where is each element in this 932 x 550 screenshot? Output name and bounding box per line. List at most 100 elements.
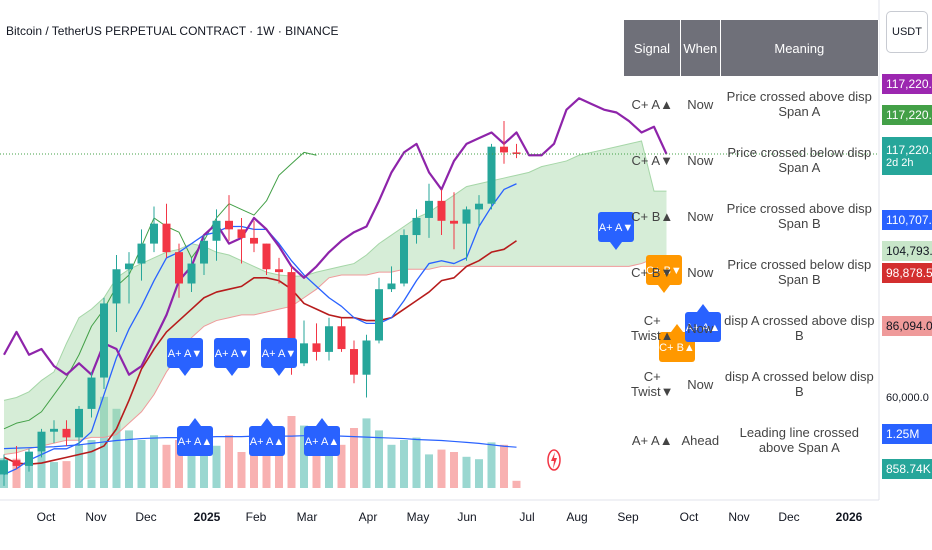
price-label-text: 858.74K	[886, 462, 931, 476]
candle-body	[437, 200, 446, 221]
marker-box	[214, 338, 250, 368]
table-cell: C+ Twist▼	[631, 369, 674, 399]
volume-bar	[250, 449, 258, 488]
tenkan-line	[3, 183, 517, 476]
price-label-text: 117,220.0	[886, 108, 932, 122]
candle-body	[350, 349, 358, 375]
volume-bar	[362, 418, 371, 488]
candle-body	[237, 229, 246, 238]
marker-pointer	[610, 242, 622, 250]
chart-title: Bitcoin / TetherUS PERPETUAL CONTRACT · …	[6, 24, 339, 38]
table-cell: C+ A▼	[631, 152, 673, 168]
price-label-text: 104,793.1	[886, 244, 932, 258]
candle-body	[450, 220, 458, 224]
marker-pointer	[273, 368, 285, 376]
volume-bar	[125, 430, 133, 488]
volume-bar	[262, 444, 271, 488]
candle-body	[500, 146, 508, 153]
volume-bar	[387, 444, 396, 488]
volume-bar	[200, 442, 208, 488]
candle-body	[325, 326, 333, 352]
candle-body	[462, 209, 471, 224]
table-cell: disp A crossed below disp B	[724, 369, 874, 399]
volume-bar	[175, 440, 183, 488]
candle-body	[50, 428, 58, 432]
candle-body	[400, 235, 408, 284]
candle-body	[37, 431, 46, 452]
price-label-text: 98,878.5	[886, 266, 932, 280]
volume-bar	[300, 425, 308, 488]
currency-unit-button[interactable]: USDT	[886, 11, 928, 53]
signal-marker: A+ A▲	[304, 418, 340, 456]
volume-bar	[500, 444, 508, 488]
volume-bar	[62, 461, 71, 488]
table-cell: Now	[687, 264, 714, 280]
volume-bar	[87, 440, 96, 488]
time-label: Feb	[245, 510, 267, 524]
signal-marker: A+ A▼	[261, 338, 297, 376]
candle-body	[262, 243, 271, 270]
chikou-line	[3, 151, 317, 430]
volume-bar	[412, 437, 421, 488]
candle-body	[375, 289, 383, 341]
price-label-text: 110,707.7	[886, 213, 932, 227]
volume-bar	[325, 437, 333, 488]
volume-bar	[75, 444, 83, 488]
volume-bar	[275, 450, 283, 488]
table-cell: C+ Twist▲	[631, 313, 674, 343]
signal-marker: C+ B▼	[646, 255, 682, 293]
volume-bar	[400, 440, 408, 488]
table-cell: Ahead	[681, 432, 720, 448]
ichimoku-cloud	[3, 140, 667, 455]
candle-body	[200, 240, 208, 264]
marker-pointer	[658, 285, 670, 293]
signal-marker: A+ A▼	[598, 212, 634, 250]
volume-bar	[425, 454, 433, 488]
leading-line	[3, 97, 668, 376]
marker-box	[685, 312, 721, 342]
marker-pointer	[189, 418, 201, 426]
table-cell: Leading line crossed above Span A	[739, 425, 859, 455]
volume-bar	[337, 444, 346, 488]
volume-bar	[512, 480, 521, 488]
marker-label: C+ B▼	[646, 265, 682, 277]
candle-body	[162, 223, 171, 253]
candle-body	[300, 343, 308, 364]
price-label-text: 117,220.0	[886, 143, 932, 157]
candle-body	[275, 269, 283, 273]
marker-label: A+ A▲	[178, 436, 212, 448]
table-header-signal: Signal	[624, 20, 681, 76]
marker-box	[249, 426, 285, 456]
marker-label: A+ A▼	[599, 222, 633, 234]
price-label-last: 117,220.02d 2h	[882, 137, 932, 175]
volume-bar	[312, 440, 321, 488]
candle-body	[150, 223, 158, 244]
time-label: Oct	[36, 510, 56, 524]
price-tick-label: 60,000.0	[886, 392, 929, 404]
volume-layer	[0, 396, 521, 488]
volume-bar	[212, 445, 221, 488]
table-cell: Price crossed below disp Span B	[727, 257, 872, 287]
signal-marker: A+ A▼	[214, 338, 250, 376]
volume-bar	[375, 430, 383, 488]
table-cell: A+ A▲	[631, 432, 673, 448]
marker-label: A+ A▲	[305, 436, 339, 448]
table-cell: C+ B▼	[631, 264, 674, 280]
kijun-line	[3, 240, 517, 465]
table-row: A+ A▲ Ahead Leading line crossed above Spa…	[624, 412, 879, 468]
flash-icon[interactable]	[546, 446, 562, 476]
marker-label: C+ B▲	[659, 342, 695, 354]
candle-body	[62, 428, 71, 438]
table-cell: Price crossed above disp Span B	[726, 201, 872, 231]
candle-body	[337, 326, 346, 350]
volume-bar	[112, 408, 121, 488]
candle-body	[112, 269, 121, 304]
volume-bar	[437, 449, 446, 488]
time-label: Dec	[135, 510, 157, 524]
marker-label: A+ A▲	[686, 322, 720, 334]
marker-box	[646, 255, 682, 285]
signal-legend-table: Signal When Meaning C+ A▲ Now Price crosse…	[624, 20, 880, 468]
volume-label: 1.25M	[882, 424, 932, 444]
marker-label: A+ A▼	[215, 348, 249, 360]
